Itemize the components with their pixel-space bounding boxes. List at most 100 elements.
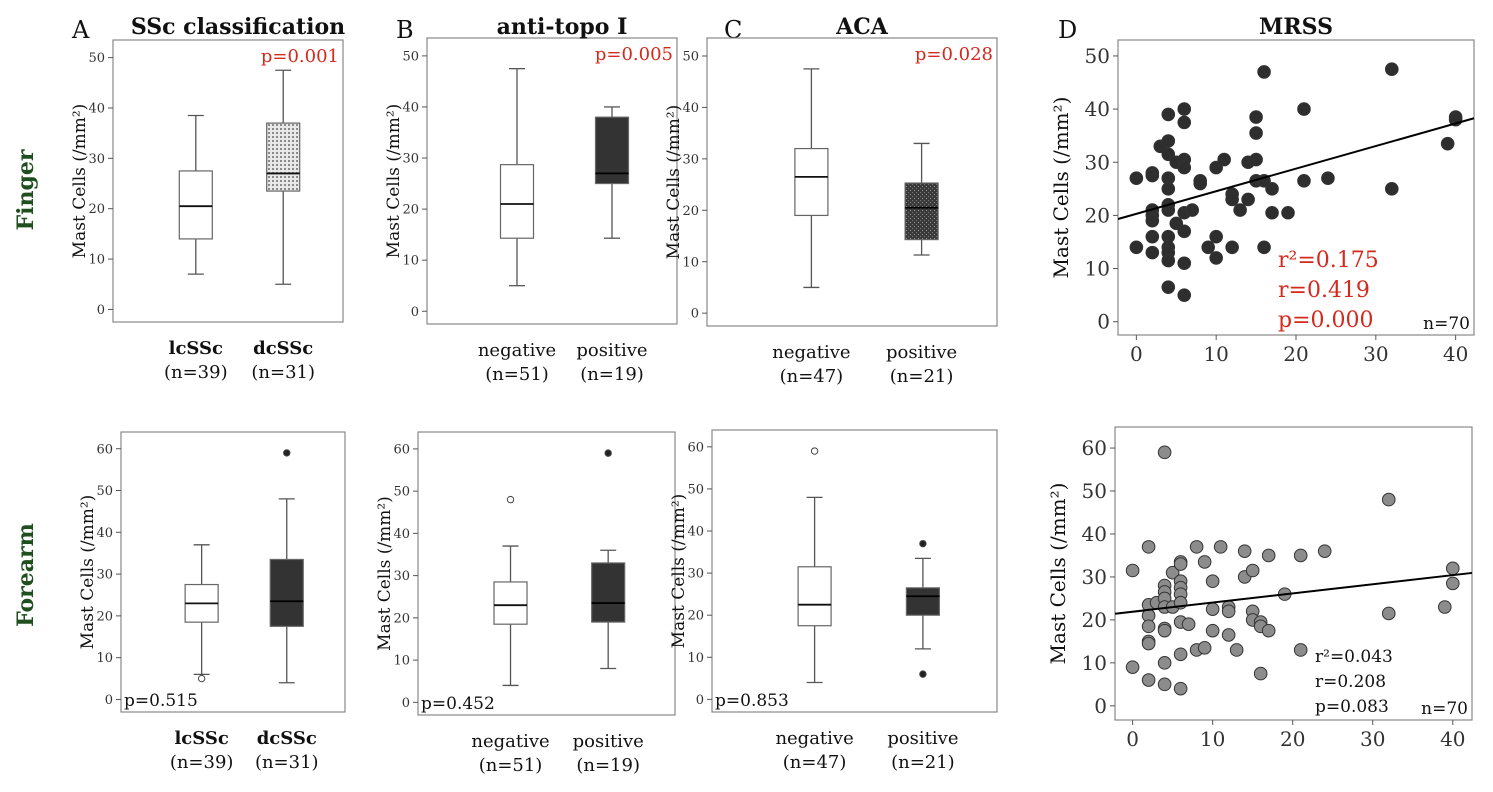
y-tick-label: 40 [682,101,699,116]
outlier-point [197,674,206,683]
y-axis-label: Mast Cells (/mm²) [669,494,689,649]
y-tick-label: 50 [682,50,699,65]
outlier-point [283,449,291,457]
data-point [1293,643,1308,657]
data-point [1297,102,1311,116]
data-point [1265,205,1279,220]
data-point [1173,681,1188,696]
p-value: p=0.452 [421,694,495,714]
box-negative: negative (n=51) [478,67,556,385]
data-point [1189,540,1204,554]
chart-forearm-c: 0 10 20 30 40 50 60 Mast Cells (/mm²) negative (n… [669,429,998,773]
data-point [1384,62,1399,77]
x-tick-label: 30 [1363,342,1388,366]
data-point [1141,619,1156,634]
category-n-label: (n=51) [479,755,543,776]
box-negative: negative (n=47) [775,447,854,773]
y-tick-label: 0 [691,307,699,322]
box-positive: positive (n=19) [576,106,648,385]
box-positive: positive (n=21) [886,142,957,387]
y-tick-label: 40 [1082,522,1107,546]
data-point [1181,617,1196,631]
category-n-label: (n=39) [164,362,228,383]
p-value: p=0.005 [595,44,673,65]
chart-title: anti-topo I [497,14,628,40]
data-point [1381,492,1396,507]
x-tick-label: 10 [1203,342,1228,366]
data-point [1241,192,1255,207]
chart-title: MRSS [1259,14,1333,40]
category-label: negative [471,731,549,752]
data-point [1161,147,1176,162]
data-point [1125,660,1140,674]
chart-finger-d: MRSS 0 10 20 30 40 50 Mast Cells (/mm²) 0 10 20 30 4… [1049,14,1475,366]
data-point [1249,126,1263,140]
y-axis-label: Mast Cells (/mm²) [384,104,404,259]
data-point [1261,548,1276,563]
box-negative: negative (n=51) [471,495,550,776]
x-tick-label: 30 [1360,727,1385,751]
data-point [1213,540,1228,554]
category-label: positive [573,731,644,752]
data-point [1201,240,1215,255]
box-positive: positive (n=21) [887,539,958,773]
y-tick-label: 60 [96,442,113,457]
y-tick-label: 30 [402,152,419,167]
scatter-points [1125,445,1460,696]
panel-letter-d: D [1058,16,1077,44]
box-dcssc: dcSSc (n=31) [255,449,319,773]
data-point [1445,561,1460,576]
chart-forearm-b: 0 10 20 30 40 50 60 Mast Cells (/mm²) negative (n… [375,431,676,776]
data-point [1205,602,1220,616]
data-point [1197,641,1212,655]
category-label: positive [886,342,957,363]
y-tick-label: 0 [411,305,419,320]
y-axis-label: Mast Cells (/mm²) [375,496,395,651]
outlier-point [919,539,927,548]
y-tick-label: 20 [687,609,704,624]
data-point [1177,102,1192,116]
data-point [1221,628,1236,642]
y-tick-label: 50 [393,485,410,500]
panel-letter-a: A [71,16,90,44]
stat-label: r=0.208 [1315,672,1386,692]
data-point [1265,182,1279,196]
y-tick-label: 60 [687,440,704,455]
stat-label: r²=0.175 [1278,248,1379,273]
data-point [1161,107,1176,122]
data-point [1321,171,1335,185]
y-tick-label: 50 [402,49,419,64]
stat-label: r²=0.043 [1315,647,1393,667]
data-point [1257,240,1271,255]
y-tick-label: 30 [682,152,699,167]
data-point [1185,203,1200,217]
box-iqr [499,164,535,239]
y-tick-label: 60 [1082,436,1107,460]
category-label: negative [775,728,853,749]
data-point [1177,288,1192,302]
y-tick-label: 20 [402,203,419,218]
panel-letter-b: B [396,16,414,44]
chart-forearm-d: 0 10 20 30 40 50 60 Mast Cells (/mm²) 0 10 20 30 40 r… [1046,426,1473,751]
x-tick-label: 0 [1126,727,1139,751]
y-tick-label: 20 [88,202,105,217]
y-tick-label: 60 [393,442,410,457]
data-point [1209,251,1223,265]
plot-frame [706,37,998,327]
y-tick-label: 40 [687,525,704,540]
box-iqr [904,182,939,241]
box-iqr [905,587,941,616]
data-point [1157,677,1172,692]
category-label: dcSSc [257,728,317,749]
y-tick-label: 50 [88,51,105,66]
n-label: n=70 [1421,699,1468,719]
box-dcssc: dcSSc (n=31) [251,69,315,383]
y-axis-label: Mast Cells (/mm²) [1046,483,1070,665]
y-axis-label: Mast Cells (/mm²) [1049,97,1073,279]
outlier-point [506,495,515,504]
category-n-label: (n=19) [580,364,644,385]
y-tick-label: 30 [1085,150,1110,174]
data-point [1257,65,1271,79]
data-point [1209,229,1223,244]
